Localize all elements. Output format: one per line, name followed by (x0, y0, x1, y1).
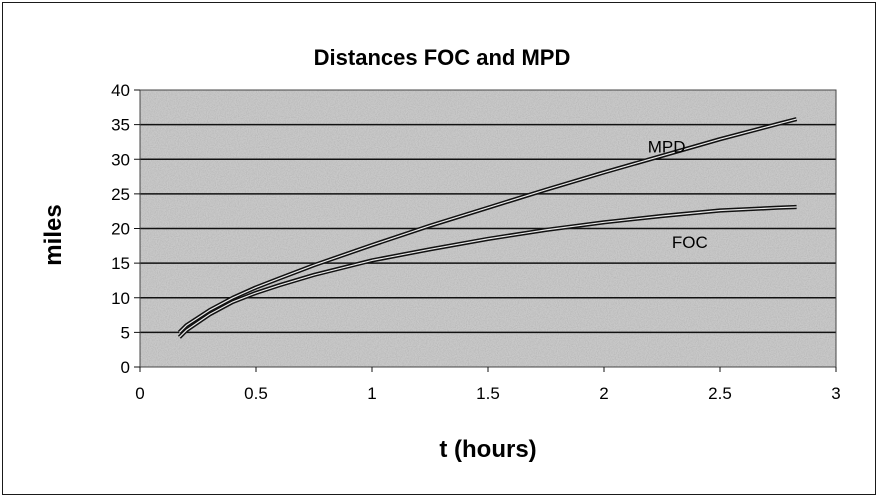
foc-series-label: FOC (672, 233, 708, 252)
distance-chart: Distances FOC and MPD 0 0.5 1 1.5 2 2.5 3 0 5 10… (40, 45, 841, 463)
y-tick-label: 35 (111, 116, 130, 135)
y-axis-title: miles (40, 204, 67, 265)
x-tick-label: 2 (599, 384, 608, 403)
x-tick-label: 1 (367, 384, 376, 403)
x-tick-label: 1.5 (476, 384, 500, 403)
y-axis-ticks: 0 5 10 15 20 25 30 35 40 (111, 81, 140, 377)
chart-frame: Distances FOC and MPD 0 0.5 1 1.5 2 2.5 3 0 5 10… (2, 2, 876, 495)
chart-title: Distances FOC and MPD (314, 45, 571, 70)
y-tick-label: 30 (111, 150, 130, 169)
x-tick-label: 0 (135, 384, 144, 403)
x-axis-ticks: 0 0.5 1 1.5 2 2.5 3 (135, 367, 841, 403)
y-tick-label: 40 (111, 81, 130, 100)
foc-series-line-highlight (178, 206, 797, 338)
x-tick-label: 2.5 (708, 384, 732, 403)
x-tick-label: 3 (831, 384, 840, 403)
x-tick-label: 0.5 (244, 384, 268, 403)
y-tick-label: 25 (111, 185, 130, 204)
series-lines (177, 117, 798, 339)
y-tick-label: 10 (111, 289, 130, 308)
y-tick-label: 0 (121, 358, 130, 377)
mpd-series-line-highlight (178, 118, 797, 333)
series-labels: MPD FOC (648, 137, 708, 252)
mpd-series-label: MPD (648, 137, 686, 156)
y-tick-label: 5 (121, 323, 130, 342)
gridlines (140, 123, 836, 334)
x-axis-title: t (hours) (439, 436, 536, 463)
y-tick-label: 15 (111, 254, 130, 273)
plot-area (139, 89, 837, 368)
y-tick-label: 20 (111, 220, 130, 239)
